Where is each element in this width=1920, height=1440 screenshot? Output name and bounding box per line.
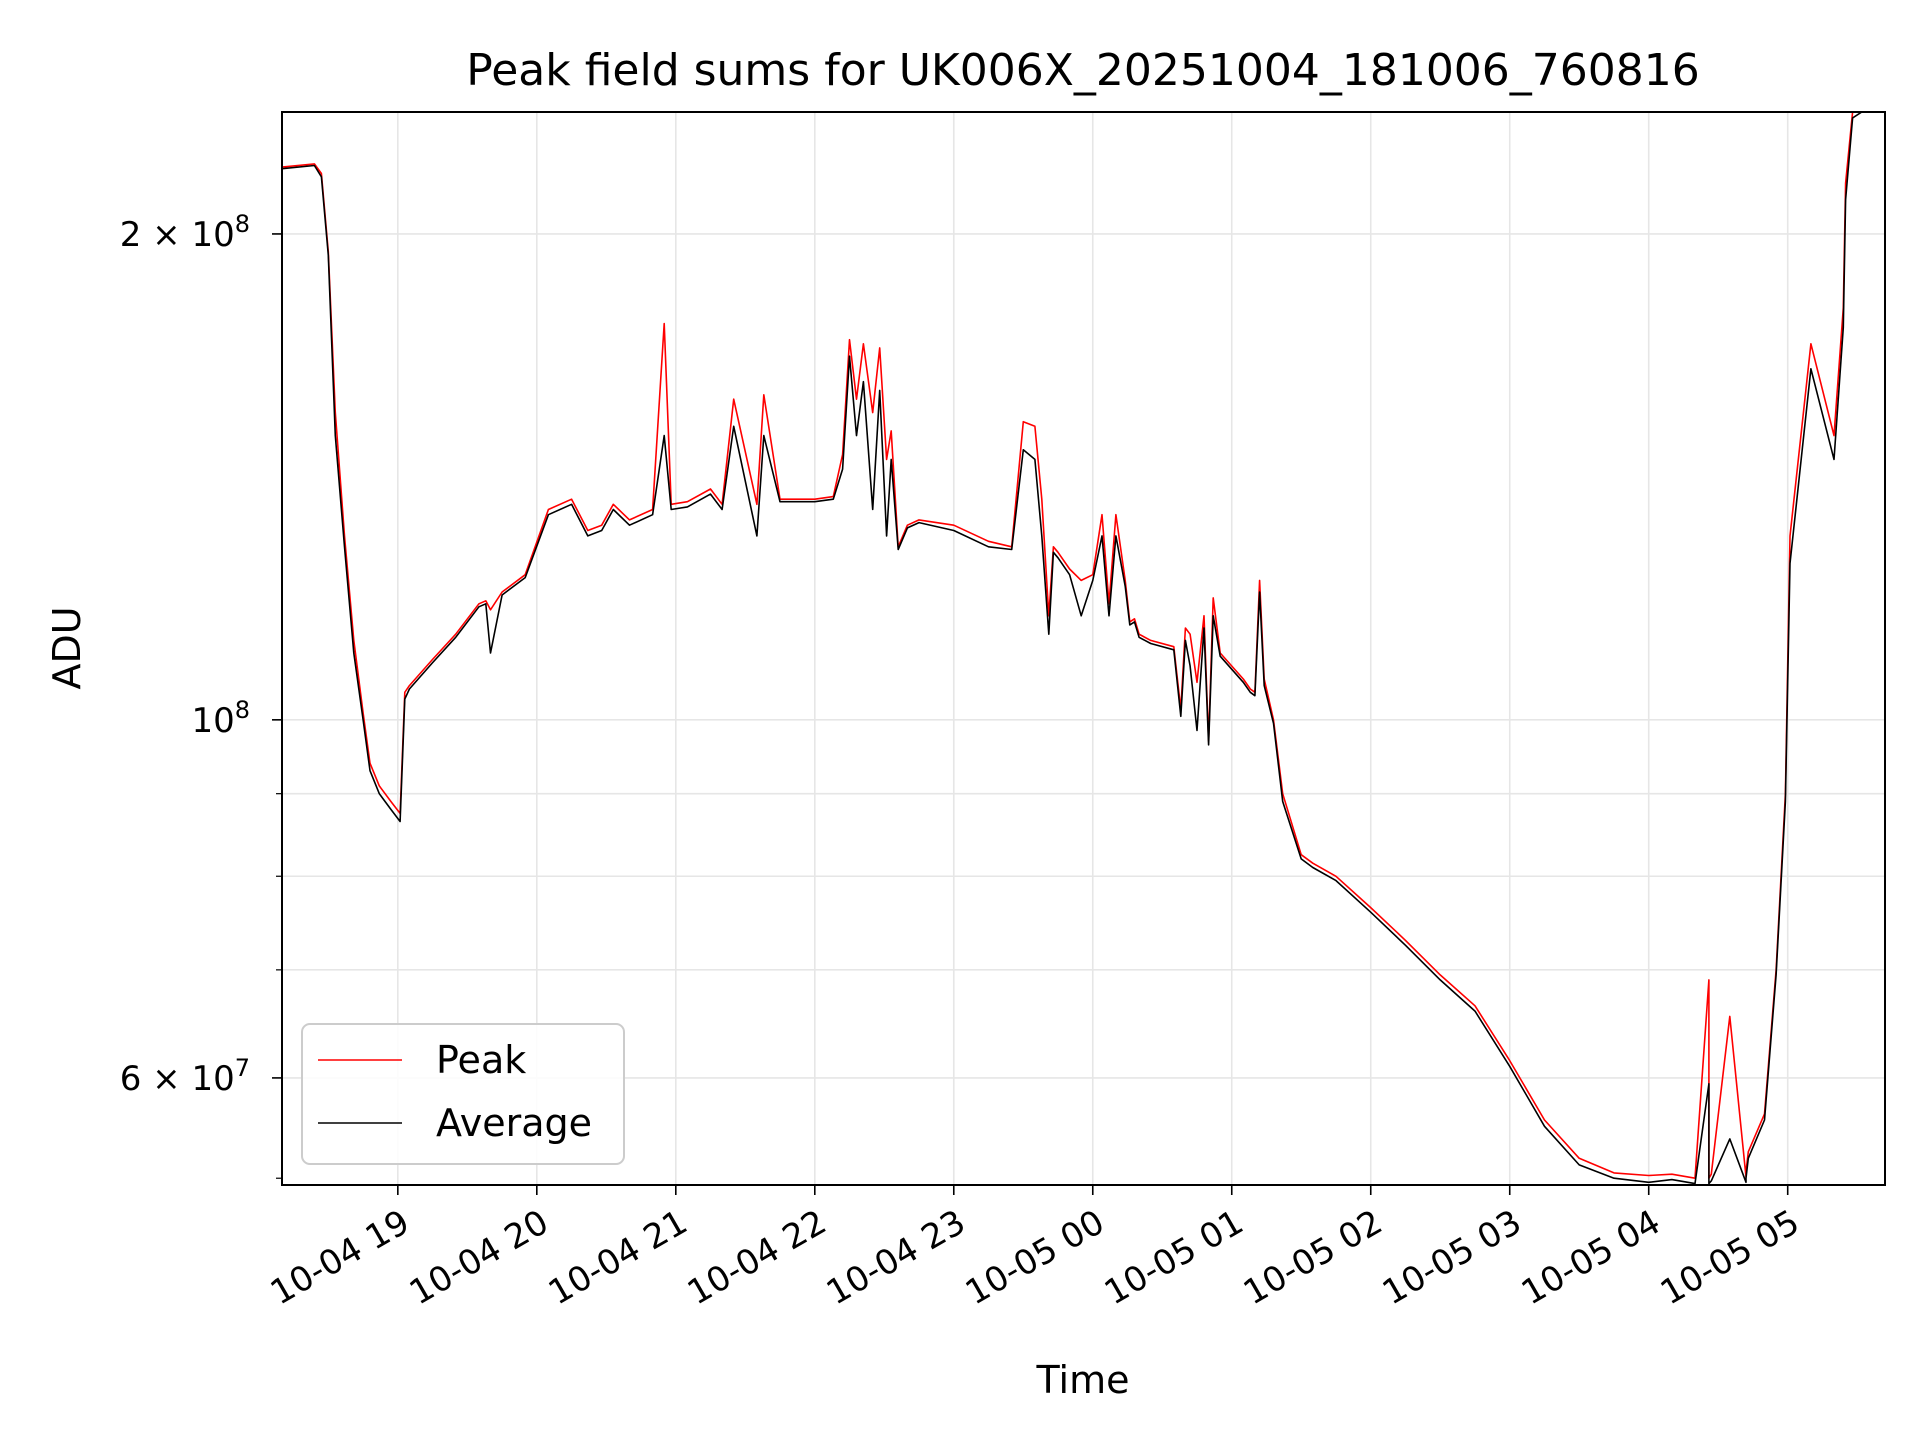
legend: Peak Average (301, 1023, 625, 1165)
series-peak-line (282, 112, 1862, 1179)
y-axis-label: ADU (45, 606, 89, 689)
y-tick-label: 2 × 108 (120, 210, 250, 255)
plot-area (282, 112, 1863, 1185)
axes-frame (281, 111, 1886, 1186)
y-tick-label: 6 × 107 (120, 1054, 250, 1099)
series-average-line (282, 112, 1863, 1185)
x-axis-label: Time (1036, 1358, 1130, 1402)
chart-title: Peak field sums for UK006X_20251004_1810… (466, 45, 1700, 96)
legend-average-label: Average (436, 1101, 592, 1145)
legend-peak-label: Peak (436, 1038, 526, 1082)
legend-box (301, 1023, 625, 1165)
